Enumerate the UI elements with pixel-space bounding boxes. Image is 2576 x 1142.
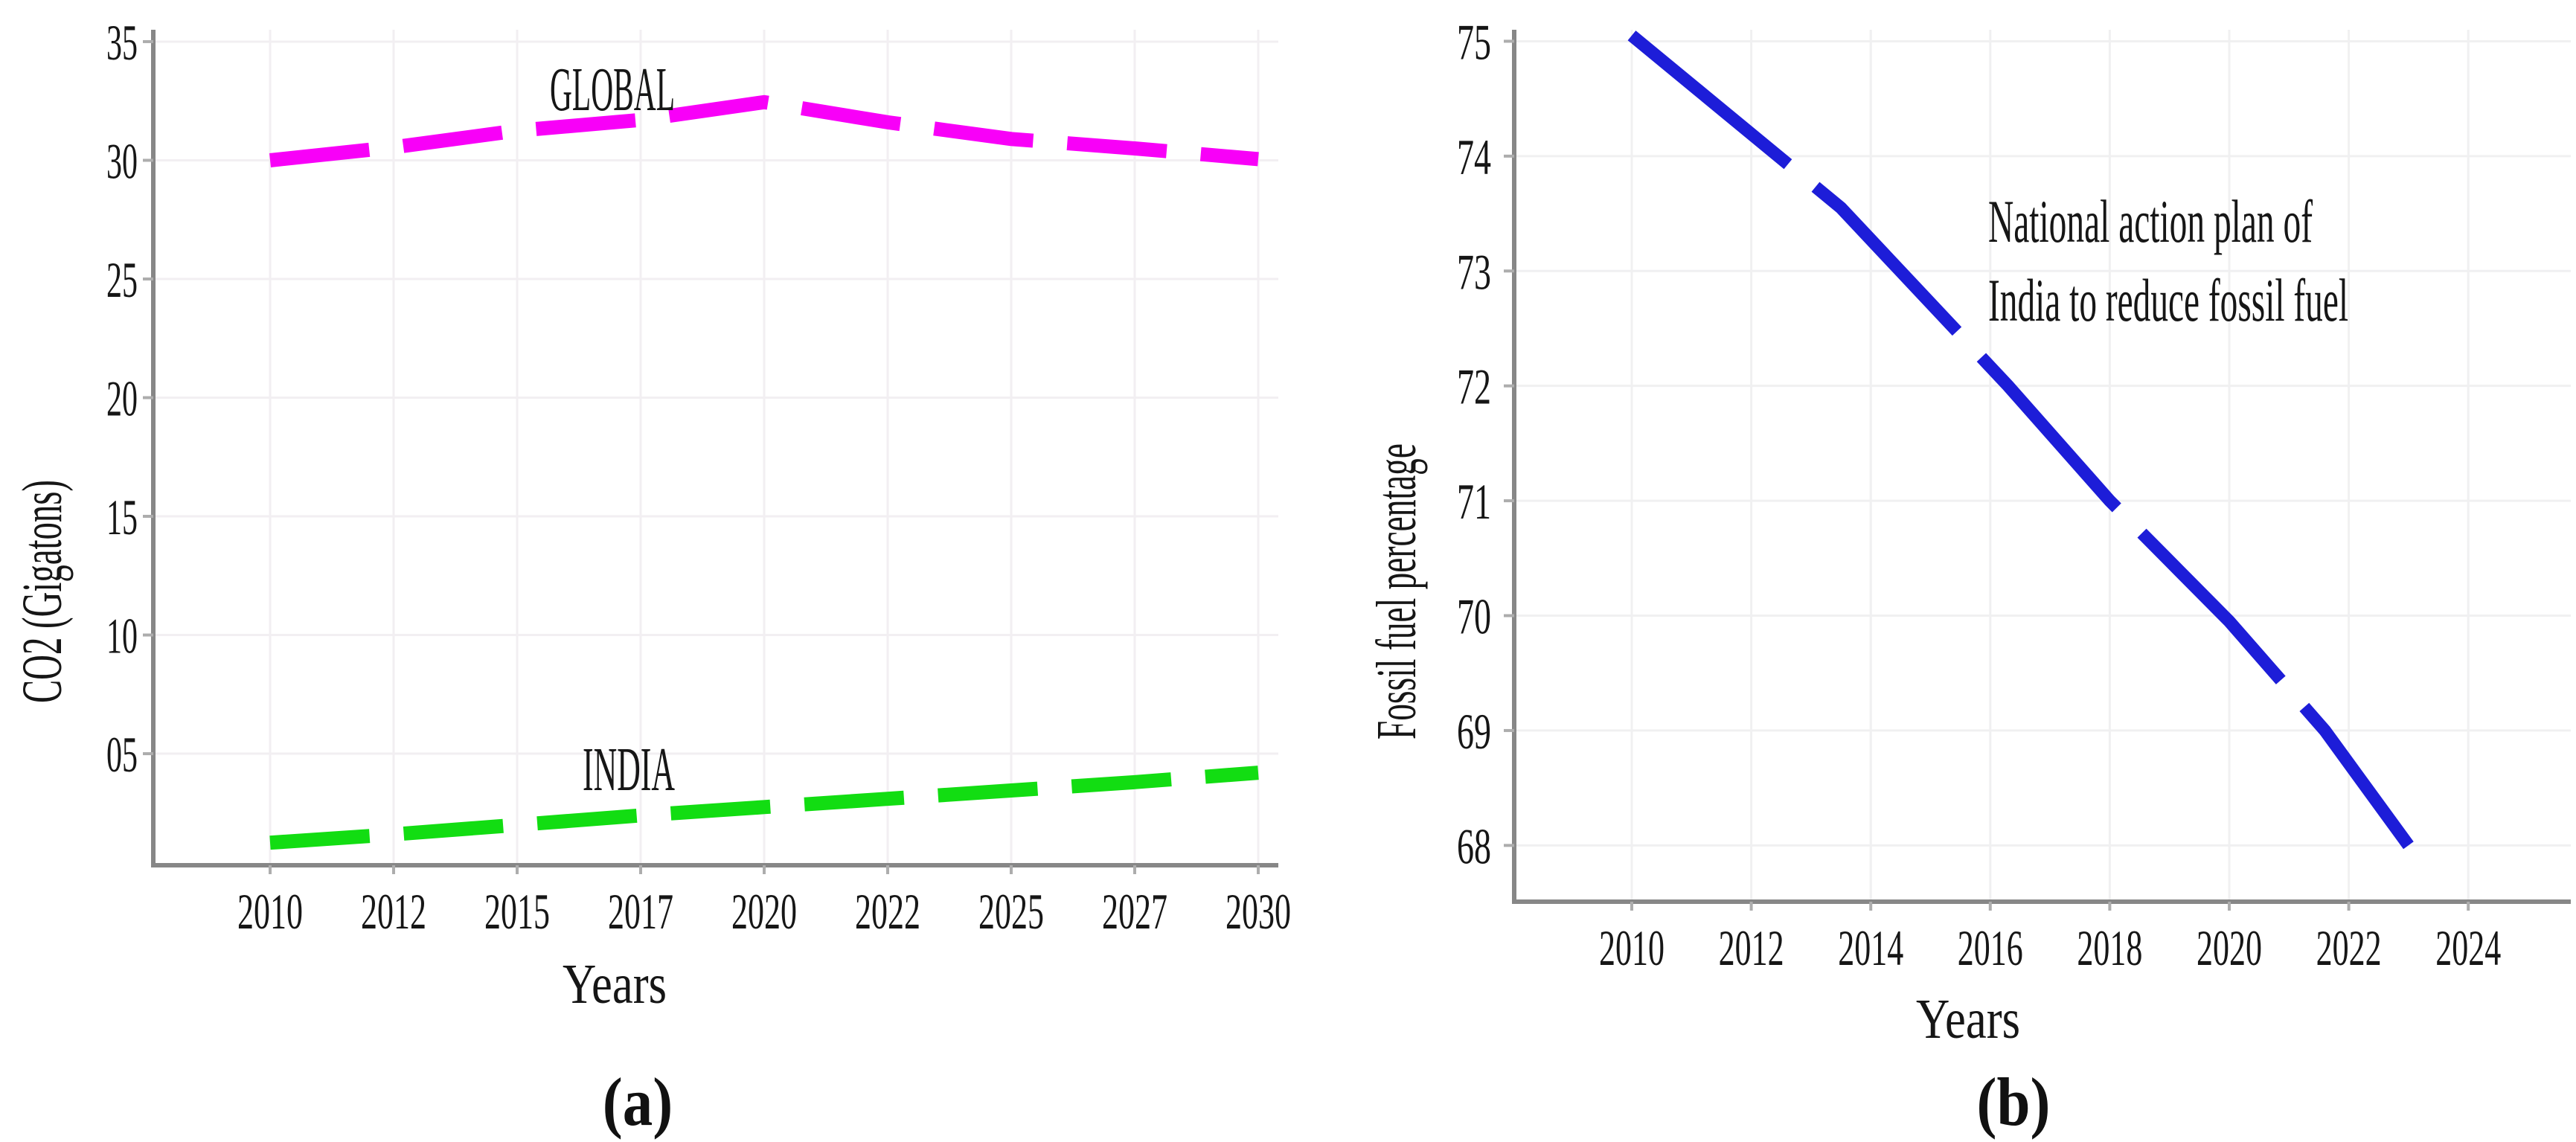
y-tick-label: 73 [1457, 243, 1491, 300]
annotation-global: GLOBAL [550, 55, 675, 124]
x-tick-label: 2030 [1225, 883, 1291, 940]
y-tick-label: 68 [1457, 818, 1491, 874]
x-tick-label: 2022 [855, 883, 920, 940]
annotation-india-to-reduce-fossil-fuel: India to reduce fossil fuel [1988, 266, 2348, 334]
x-tick-label: 2012 [1719, 920, 1784, 976]
y-axis-title: CO2 (Gigatons) [11, 480, 74, 703]
y-tick-label: 10 [106, 608, 138, 664]
x-tick-label: 2016 [1958, 920, 2023, 976]
x-tick-label: 2015 [484, 883, 550, 940]
x-tick-label: 2018 [2077, 920, 2142, 976]
x-tick-label: 2010 [237, 883, 303, 940]
y-tick-label: 70 [1457, 588, 1491, 645]
y-tick-label: 25 [106, 251, 138, 308]
x-tick-label: 2020 [2197, 920, 2262, 976]
x-tick-label: 2022 [2316, 920, 2382, 976]
x-tick-label: 2020 [731, 883, 797, 940]
chart-panel-b: 68 69 70 71 72 73 74 75 2010 2012 2014 2016 2018 2020… [1365, 13, 2571, 1050]
x-tick-label: 2010 [1599, 920, 1665, 976]
caption-panel-b: (b) [1976, 1064, 2051, 1140]
caption-panel-a: (a) [602, 1064, 673, 1140]
y-tick-label: 71 [1457, 473, 1491, 530]
y-tick-label: 74 [1457, 129, 1491, 185]
x-tick-label: 2027 [1102, 883, 1167, 940]
x-axis-title: Years [563, 953, 667, 1016]
y-tick-label: 75 [1457, 13, 1491, 70]
y-axis-title: Fossil fuel percentage [1365, 443, 1428, 740]
series-line-global [269, 94, 1259, 167]
y-tick-label: 69 [1457, 703, 1491, 760]
y-tick-label: 05 [106, 726, 138, 783]
y-tick-label: 20 [106, 370, 138, 427]
annotation-national-action-plan-of: National action plan of [1988, 187, 2313, 255]
annotation-india: INDIA [583, 735, 675, 804]
y-tick-label: 15 [106, 489, 138, 545]
series-line-india [269, 766, 1259, 850]
y-tick-label: 35 [106, 14, 138, 71]
y-tick-label: 72 [1457, 359, 1491, 415]
x-tick-label: 2025 [978, 883, 1044, 940]
y-tick-label: 30 [106, 132, 138, 189]
x-tick-label: 2012 [361, 883, 426, 940]
x-tick-label: 2017 [608, 883, 673, 940]
x-axis-title: Years [1916, 988, 2020, 1050]
x-tick-label: 2014 [1838, 920, 1903, 976]
x-tick-label: 2024 [2435, 920, 2501, 976]
series-line-india-fossil-fuel-trend [1627, 31, 2414, 850]
